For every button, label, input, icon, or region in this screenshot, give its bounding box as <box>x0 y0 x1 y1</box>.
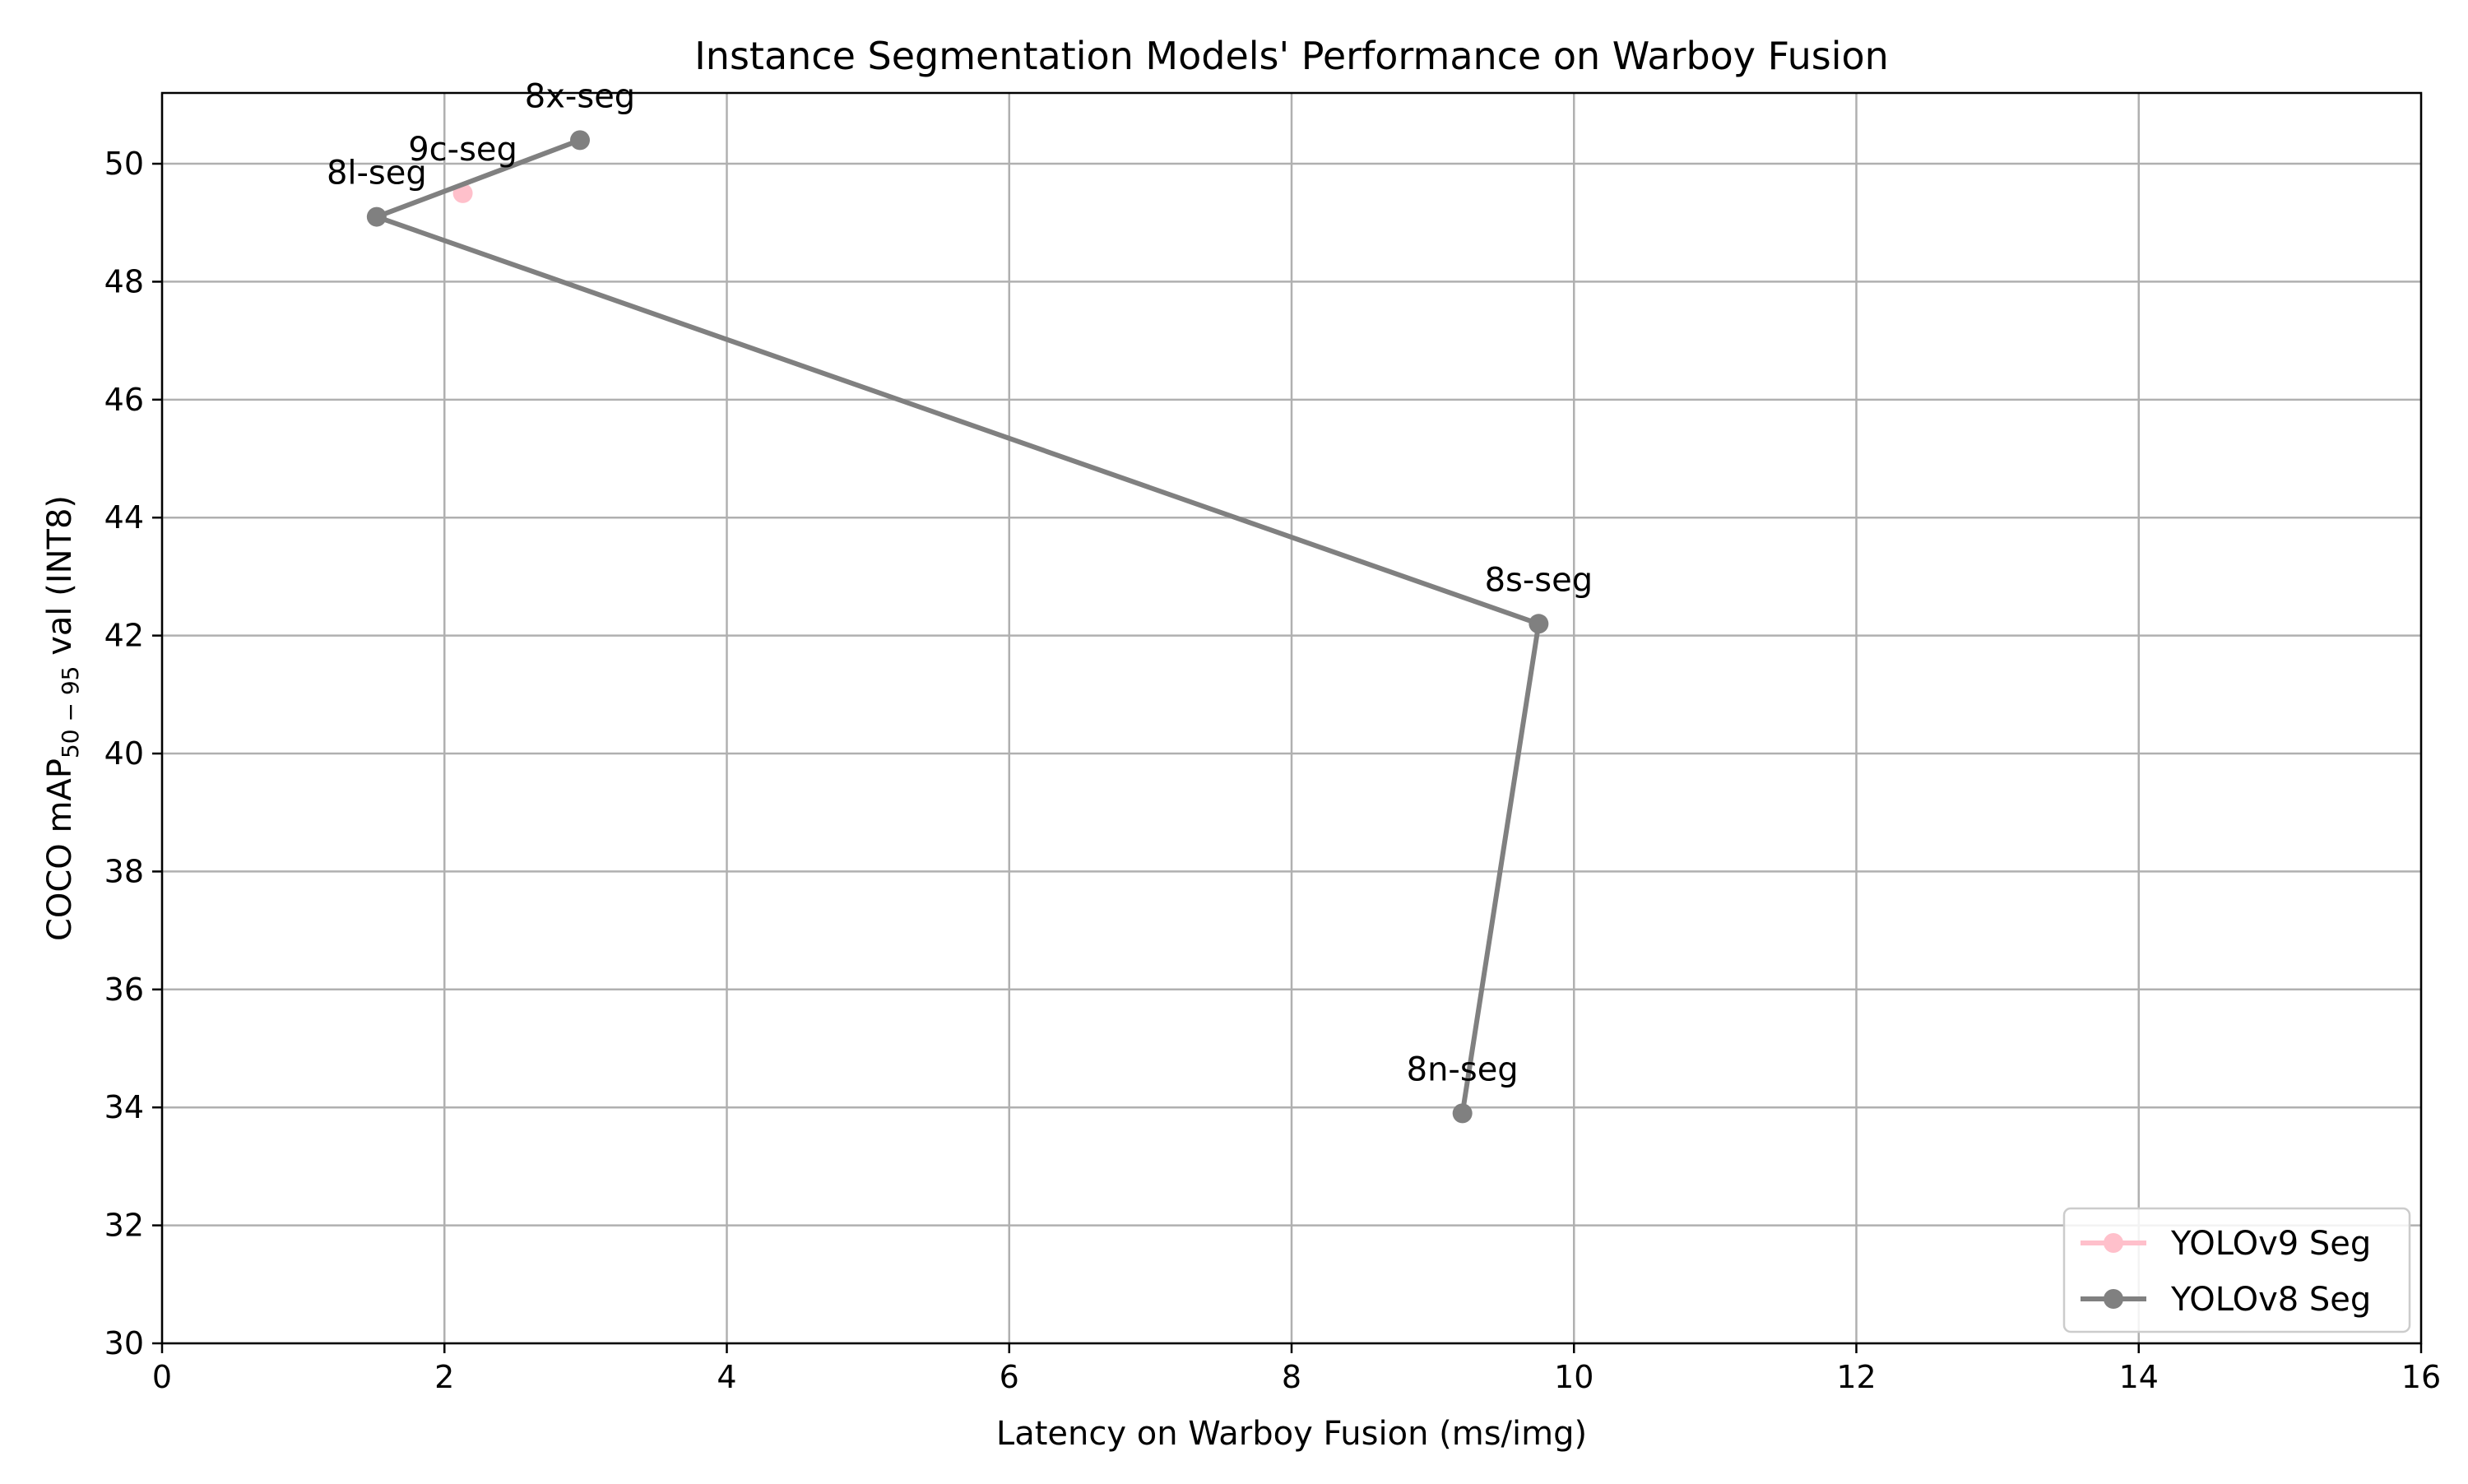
legend: YOLOv9 Seg YOLOv8 Seg <box>2062 1207 2411 1333</box>
y-tick-label: 30 <box>104 1325 144 1361</box>
legend-label: YOLOv8 Seg <box>2170 1281 2371 1319</box>
y-tick-label: 44 <box>104 499 144 536</box>
data-point-label: 8s-seg <box>1485 561 1594 599</box>
data-point-label: 8x-seg <box>525 77 635 115</box>
x-tick-label: 4 <box>717 1359 736 1395</box>
x-tick-label: 12 <box>1836 1359 1876 1395</box>
data-point-marker <box>1452 1103 1473 1124</box>
data-point-marker <box>1529 614 1549 634</box>
x-tick-label: 8 <box>1282 1359 1301 1395</box>
grid <box>160 93 2423 1345</box>
series-line <box>373 137 1542 1114</box>
y-tick-label: 40 <box>104 735 144 772</box>
legend-marker <box>2104 1233 2123 1253</box>
x-tick-label: 16 <box>2401 1359 2441 1395</box>
data-point-label: 8l-seg <box>327 155 427 192</box>
y-axis-label-subscript: 50 − 95 <box>57 666 84 759</box>
chart-title: Instance Segmentation Models' Performanc… <box>694 34 1889 78</box>
x-tick-label: 10 <box>1554 1359 1594 1395</box>
x-axis-label: Latency on Warboy Fusion (ms/img) <box>996 1415 1587 1453</box>
data-point-marker <box>366 206 387 227</box>
y-axis-label-suffix: val (INT8) <box>41 495 79 666</box>
plot-series <box>366 130 1549 1124</box>
y-tick-label: 34 <box>104 1089 144 1125</box>
x-tick-label: 0 <box>152 1359 172 1395</box>
y-tick-label: 50 <box>104 146 144 182</box>
y-tick-label: 36 <box>104 972 144 1008</box>
legend-marker <box>2104 1289 2123 1309</box>
legend-label: YOLOv9 Seg <box>2170 1225 2371 1263</box>
y-axis-label-main: COCO mAP <box>41 758 79 941</box>
data-point-label: 9c-seg <box>408 131 517 169</box>
x-tick-label: 2 <box>434 1359 454 1395</box>
x-tick-label: 14 <box>2119 1359 2159 1395</box>
y-tick-label: 32 <box>104 1208 144 1244</box>
y-tick-label: 48 <box>104 263 144 299</box>
data-point-marker <box>570 130 591 151</box>
point-labels: 9c-seg 8n-seg 8s-seg 8l-seg 8x-seg <box>327 77 1593 1088</box>
data-point-label: 8n-seg <box>1407 1050 1519 1088</box>
y-tick-label: 42 <box>104 618 144 654</box>
legend-box <box>2062 1207 2411 1333</box>
y-axis-label: COCO mAP50 − 95 val (INT8) <box>41 495 84 941</box>
y-tick-label: 38 <box>104 853 144 889</box>
x-tick-label: 6 <box>1000 1359 1019 1395</box>
y-tick-label: 46 <box>104 382 144 418</box>
